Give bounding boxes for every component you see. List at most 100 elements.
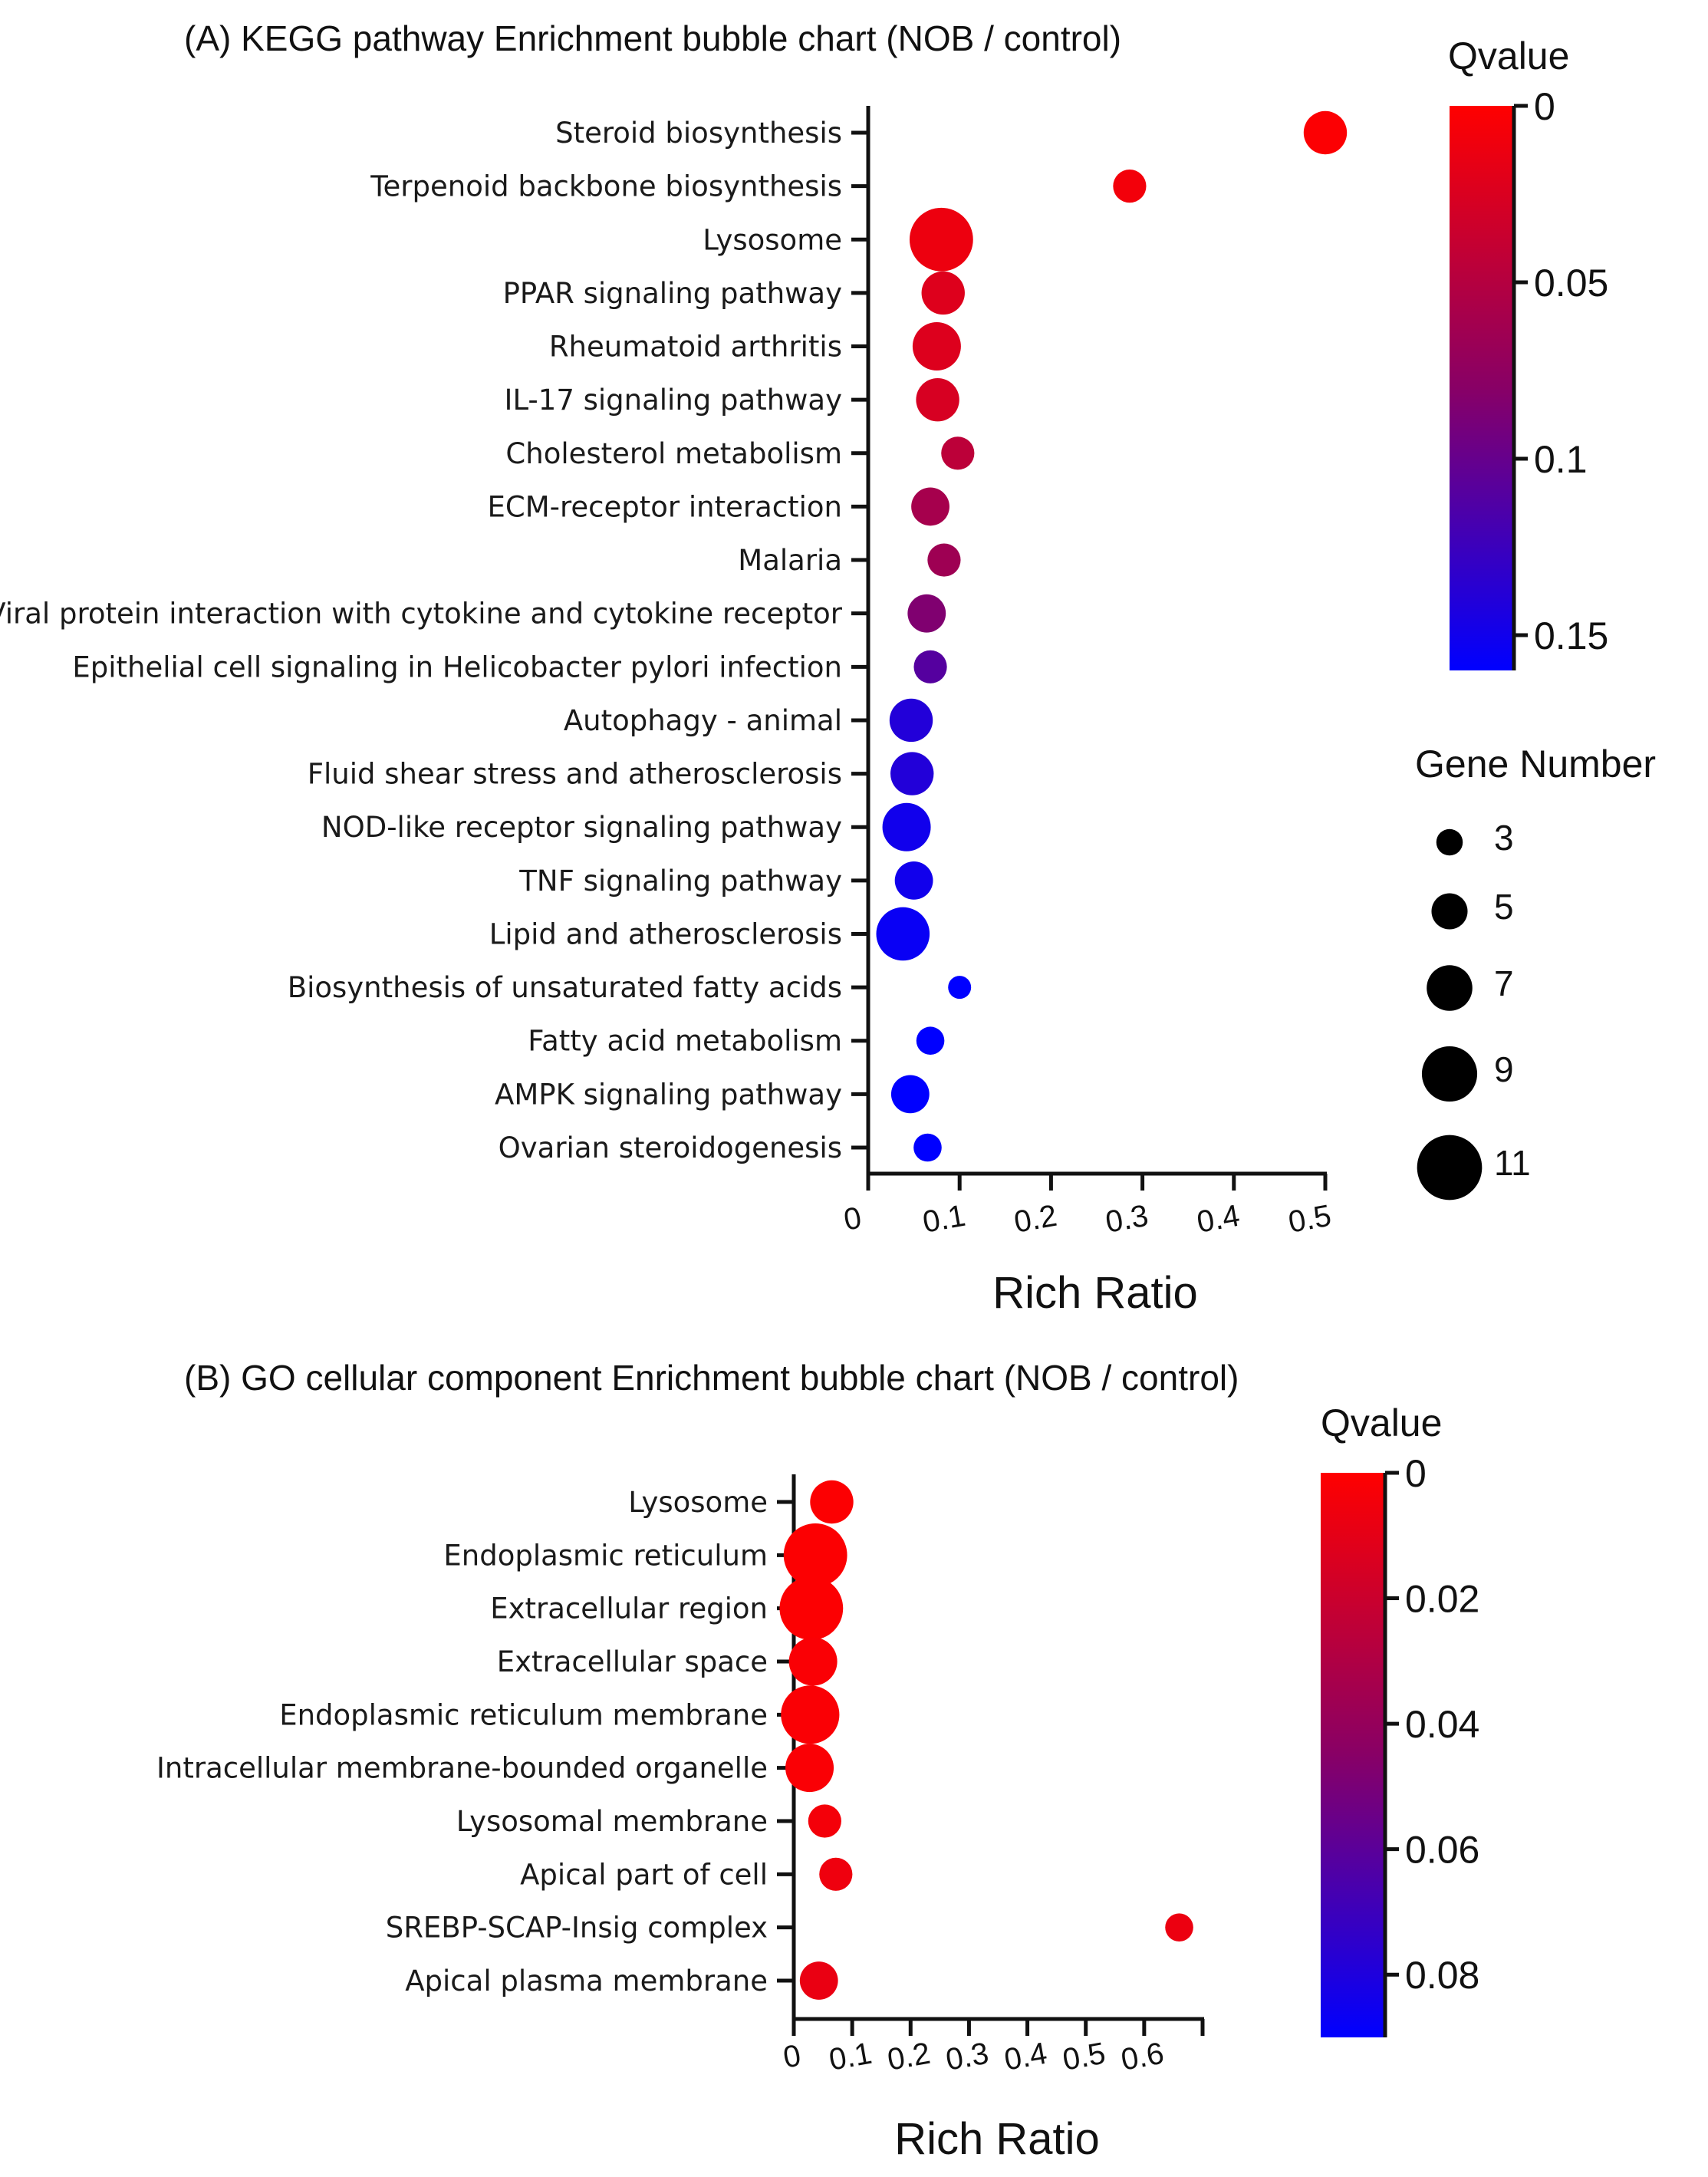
panel-a-size-legend-title: Gene Number bbox=[1415, 743, 1656, 785]
a-bubble bbox=[913, 1133, 942, 1162]
a-bubble bbox=[913, 650, 947, 683]
a-category-label: Ovarian steroidogenesis bbox=[499, 1131, 842, 1164]
panel-b-colorbar-ticks: 0 0.02 0.04 0.06 0.08 bbox=[1383, 1452, 1479, 2037]
a-colorbar-tick-label: 0.05 bbox=[1534, 262, 1608, 305]
panel-b-bubbles bbox=[779, 1480, 1193, 2000]
panel-a-size-legend: Gene Number 3 5 7 9 11 bbox=[1415, 743, 1656, 1200]
a-x-tick-label: 0.3 bbox=[1103, 1199, 1150, 1240]
b-category-label: Apical plasma membrane bbox=[405, 1965, 768, 1998]
panel-a-x-axis-title: Rich Ratio bbox=[992, 1268, 1198, 1318]
size-legend-label: 9 bbox=[1494, 1049, 1514, 1089]
b-x-tick-label: 0.4 bbox=[1002, 2037, 1049, 2077]
size-legend-bubble bbox=[1417, 1135, 1483, 1200]
panel-b-colorbar: Qvalue 0 0.02 0.04 0.06 0.08 bbox=[1321, 1401, 1479, 2037]
a-category-label: NOD-like receptor signaling pathway bbox=[321, 811, 842, 844]
a-bubble bbox=[912, 322, 961, 371]
a-category-label: TNF signaling pathway bbox=[518, 865, 842, 897]
b-bubble bbox=[781, 1685, 840, 1744]
a-bubble bbox=[907, 594, 946, 633]
a-bubble bbox=[921, 271, 965, 315]
a-category-label: Viral protein interaction with cytokine … bbox=[0, 598, 843, 631]
size-legend-bubble bbox=[1421, 1046, 1478, 1102]
panel-b-title: (B) GO cellular component Enrichment bub… bbox=[184, 1358, 1239, 1398]
a-category-label: Epithelial cell signaling in Helicobacte… bbox=[72, 650, 842, 683]
a-category-label: ECM-receptor interaction bbox=[488, 490, 842, 523]
b-bubble bbox=[808, 1804, 841, 1838]
b-colorbar-tick-label: 0.06 bbox=[1405, 1829, 1479, 1872]
size-legend-label: 11 bbox=[1494, 1143, 1531, 1183]
size-legend-bubble bbox=[1427, 965, 1473, 1011]
panel-a: (A) KEGG pathway Enrichment bubble chart… bbox=[0, 18, 1656, 1318]
a-category-label: Fatty acid metabolism bbox=[528, 1025, 842, 1058]
a-bubble bbox=[882, 802, 931, 851]
b-category-label: Apical part of cell bbox=[520, 1858, 768, 1891]
b-category-label: SREBP-SCAP-Insig complex bbox=[386, 1912, 768, 1945]
b-category-label: Lysosomal membrane bbox=[456, 1805, 768, 1838]
b-colorbar-tick-label: 0 bbox=[1405, 1452, 1427, 1495]
a-category-label: Steroid biosynthesis bbox=[555, 117, 842, 150]
a-category-label: Lysosome bbox=[703, 223, 842, 256]
a-bubble bbox=[911, 487, 949, 526]
a-category-label: Biosynthesis of unsaturated fatty acids bbox=[288, 971, 842, 1004]
size-legend-label: 3 bbox=[1494, 818, 1514, 858]
b-bubble bbox=[819, 1857, 853, 1891]
a-category-label: Cholesterol metabolism bbox=[505, 437, 842, 470]
a-category-label: Terpenoid backbone biosynthesis bbox=[370, 170, 842, 203]
panel-a-colorbar: Qvalue 0 0.05 0.1 0.15 bbox=[1448, 35, 1608, 670]
a-bubble bbox=[889, 698, 933, 743]
a-bubble bbox=[948, 976, 972, 1000]
size-legend-bubble bbox=[1436, 828, 1463, 856]
b-bubble bbox=[788, 1637, 838, 1686]
panel-b: (B) GO cellular component Enrichment bub… bbox=[156, 1358, 1479, 2164]
b-x-tick-label: 0.3 bbox=[943, 2037, 991, 2077]
panel-a-category-labels: Steroid biosynthesis Terpenoid backbone b… bbox=[0, 117, 843, 1164]
a-category-label: Fluid shear stress and atherosclerosis bbox=[308, 758, 842, 791]
panel-a-colorbar-gradient bbox=[1450, 106, 1514, 670]
a-category-label: Rheumatoid arthritis bbox=[549, 331, 842, 364]
a-bubble bbox=[916, 1026, 945, 1056]
panel-b-colorbar-gradient bbox=[1321, 1473, 1385, 2037]
panel-a-bubbles bbox=[876, 110, 1348, 1162]
a-x-tick-label: 0.1 bbox=[920, 1199, 968, 1240]
a-x-tick-label: 0.5 bbox=[1286, 1199, 1334, 1240]
b-bubble bbox=[799, 1961, 838, 2000]
a-bubble bbox=[894, 861, 933, 900]
panel-a-y-axis bbox=[851, 106, 870, 1174]
b-category-label: Extracellular region bbox=[490, 1592, 768, 1625]
a-bubble bbox=[927, 543, 961, 577]
a-colorbar-tick-label: 0 bbox=[1534, 85, 1555, 128]
b-colorbar-tick-label: 0.02 bbox=[1405, 1578, 1479, 1621]
a-bubble bbox=[909, 207, 973, 272]
a-bubble bbox=[1113, 170, 1147, 203]
a-category-label: PPAR signaling pathway bbox=[503, 277, 842, 310]
b-x-tick-label: 0.1 bbox=[827, 2037, 874, 2077]
a-category-label: Malaria bbox=[738, 544, 842, 577]
a-bubble bbox=[876, 907, 930, 961]
b-x-tick-label: 0.5 bbox=[1060, 2037, 1107, 2077]
a-colorbar-tick-label: 0.1 bbox=[1534, 438, 1588, 481]
b-x-tick-label: 0.2 bbox=[885, 2037, 933, 2077]
a-category-label: Autophagy - animal bbox=[564, 704, 842, 737]
b-bubble bbox=[783, 1523, 847, 1587]
size-legend-label: 5 bbox=[1494, 887, 1514, 927]
b-colorbar-tick-label: 0.04 bbox=[1405, 1703, 1479, 1746]
panel-a-colorbar-title: Qvalue bbox=[1448, 35, 1569, 77]
b-category-label: Endoplasmic reticulum bbox=[443, 1539, 768, 1572]
size-legend-bubble bbox=[1431, 893, 1468, 930]
panel-b-x-axis: 0 0.1 0.2 0.3 0.4 0.5 0.6 bbox=[781, 2017, 1205, 2077]
b-category-label: Lysosome bbox=[628, 1486, 768, 1519]
a-colorbar-tick-label: 0.15 bbox=[1534, 614, 1608, 657]
a-bubble bbox=[941, 436, 975, 470]
panel-b-x-axis-title: Rich Ratio bbox=[894, 2114, 1100, 2164]
b-bubble bbox=[810, 1480, 854, 1524]
a-category-label: AMPK signaling pathway bbox=[495, 1078, 842, 1111]
b-category-label: Intracellular membrane-bounded organelle bbox=[156, 1752, 768, 1785]
a-category-label: Lipid and atherosclerosis bbox=[489, 917, 842, 950]
panel-b-category-labels: Lysosome Endoplasmic reticulum Extracellul… bbox=[156, 1486, 768, 1998]
panel-b-colorbar-title: Qvalue bbox=[1321, 1401, 1442, 1444]
a-bubble bbox=[1303, 110, 1348, 155]
b-category-label: Extracellular space bbox=[497, 1645, 768, 1678]
b-colorbar-tick-label: 0.08 bbox=[1405, 1954, 1479, 1997]
b-bubble bbox=[1165, 1913, 1193, 1942]
